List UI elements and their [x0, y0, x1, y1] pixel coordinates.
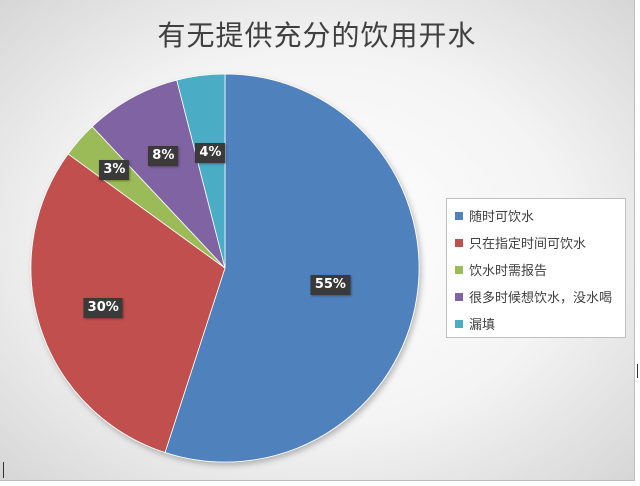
legend-swatch [455, 238, 463, 247]
legend-label: 漏填 [469, 318, 496, 333]
legend-swatch [455, 211, 463, 220]
data-label: 3% [99, 160, 130, 181]
legend-item: 漏填 [455, 310, 625, 337]
legend-item: 只在指定时间可饮水 [455, 229, 625, 256]
pie-slice [91, 79, 226, 269]
pie-slice [176, 73, 226, 269]
corner-mark [637, 364, 638, 378]
legend-label: 饮水时需报告 [469, 264, 548, 279]
pie-slice [164, 73, 420, 463]
data-label: 55% [310, 274, 350, 295]
legend-label: 随时可饮水 [469, 210, 535, 225]
legend-swatch [455, 292, 463, 301]
pie-slice [30, 153, 226, 454]
legend-swatch [455, 319, 463, 328]
legend: 随时可饮水只在指定时间可饮水 饮水时需报告很多时候想饮水，没水喝 漏填 [446, 198, 626, 338]
corner-mark [3, 462, 4, 478]
legend-item: 饮水时需报告 [455, 256, 625, 283]
legend-label: 很多时候想饮水，没水喝 [469, 291, 613, 306]
pie-chart [30, 73, 420, 463]
data-label: 4% [195, 142, 226, 163]
data-label: 8% [148, 145, 179, 166]
legend-item: 很多时候想饮水，没水喝 [455, 283, 625, 310]
legend-swatch [455, 265, 463, 274]
legend-item: 随时可饮水 [455, 202, 625, 229]
legend-label: 只在指定时间可饮水 [469, 237, 587, 252]
data-label: 30% [83, 297, 123, 318]
chart-title: 有无提供充分的饮用开水 [157, 19, 477, 52]
